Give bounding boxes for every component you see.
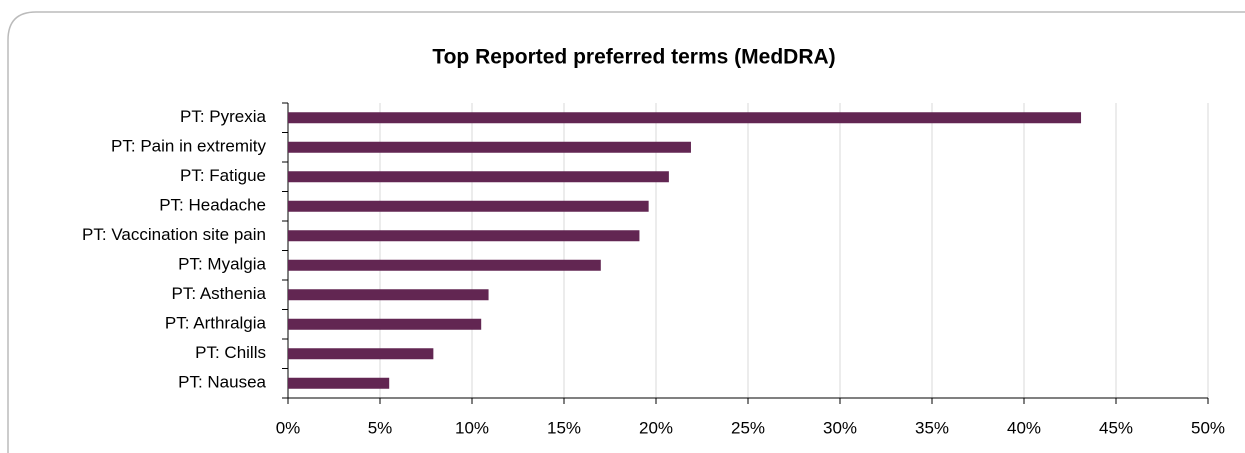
x-tick-label: 0%	[276, 418, 301, 437]
bar	[288, 318, 482, 330]
x-tick-label: 50%	[1191, 418, 1225, 437]
bar	[288, 112, 1082, 124]
x-tick-label: 25%	[731, 418, 765, 437]
y-tick-label: PT: Vaccination site pain	[82, 225, 266, 244]
x-tick-label: 30%	[823, 418, 857, 437]
y-tick-label: PT: Asthenia	[171, 284, 266, 303]
y-tick-label: PT: Chills	[195, 343, 266, 362]
x-tick-label: 10%	[455, 418, 489, 437]
x-tick-label: 20%	[639, 418, 673, 437]
y-tick-label: PT: Arthralgia	[165, 314, 267, 333]
y-tick-label: PT: Pain in extremity	[111, 137, 266, 156]
bar	[288, 377, 390, 389]
x-tick-label: 35%	[915, 418, 949, 437]
bar	[288, 230, 640, 242]
x-tick-label: 5%	[368, 418, 393, 437]
bar	[288, 141, 691, 153]
x-tick-label: 40%	[1007, 418, 1041, 437]
y-tick-label: PT: Nausea	[178, 373, 266, 392]
bar	[288, 259, 601, 271]
bar	[288, 289, 489, 301]
x-tick-label: 15%	[547, 418, 581, 437]
y-tick-label: PT: Myalgia	[178, 255, 266, 274]
y-tick-label: PT: Fatigue	[180, 166, 266, 185]
y-tick-label: PT: Pyrexia	[180, 107, 267, 126]
bar	[288, 171, 669, 183]
bar	[288, 200, 649, 212]
card-border	[7, 11, 1245, 453]
chart-title: Top Reported preferred terms (MedDRA)	[432, 46, 835, 69]
x-tick-label: 45%	[1099, 418, 1133, 437]
bar	[288, 348, 434, 360]
y-tick-label: PT: Headache	[159, 196, 266, 215]
